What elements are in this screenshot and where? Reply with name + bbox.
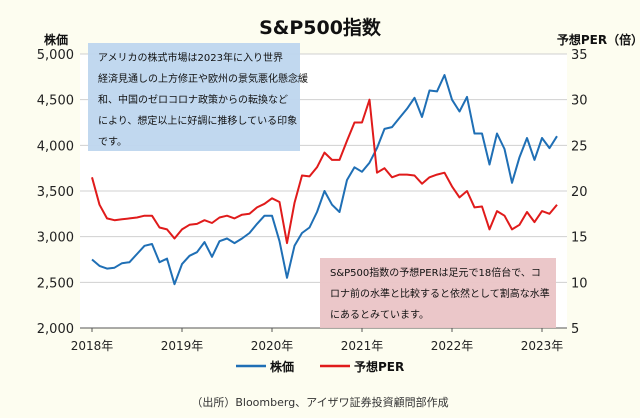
right-tick-label: 35 [571, 48, 588, 63]
x-tick-label: 2021年 [341, 339, 384, 353]
right-tick-label: 30 [571, 94, 588, 109]
x-tick-label: 2023年 [521, 339, 564, 353]
left-tick-label: 3,000 [37, 231, 74, 246]
chart-svg: 2,000 2,500 3,000 3,500 4,000 4,500 5,000 5 10 15… [37, 16, 640, 374]
left-tick-label: 5,000 [37, 48, 74, 63]
legend-label-per: 予想PER [354, 359, 404, 374]
right-axis-label: 予想PER（倍） [557, 32, 640, 47]
left-tick-label: 3,500 [37, 185, 74, 200]
annotation-per-box [320, 258, 556, 328]
left-tick-label: 4,000 [37, 139, 74, 154]
annotation-us-market-text: アメリカの株式市場は2023年に入り世界経済見通しの上方修正や欧州の景気悪化懸念… [98, 51, 308, 148]
source-note: （出所）Bloomberg、アイザワ証券投資顧問部作成 [191, 396, 449, 409]
series-line-price [91, 74, 558, 286]
x-tick-label: 2019年 [161, 339, 204, 353]
x-tick-label: 2018年 [71, 339, 114, 353]
x-tick-label: 2022年 [431, 339, 474, 353]
left-axis-label: 株価 [44, 32, 68, 47]
right-tick-label: 15 [571, 231, 588, 246]
x-tick-label: 2020年 [251, 339, 294, 353]
right-tick-label: 25 [571, 139, 588, 154]
annotation-us-market-box [88, 43, 300, 151]
left-tick-label: 2,500 [37, 276, 74, 291]
right-tick-label: 5 [571, 322, 579, 337]
right-tick-label: 10 [571, 276, 588, 291]
legend-label-price: 株価 [270, 359, 294, 374]
chart-title: S&P500指数 [259, 16, 382, 39]
annotation-per-text: S&P500指数の予想PERは足元で18倍台で、コロナ前の水準と比較すると依然と… [330, 266, 550, 321]
left-tick-label: 4,500 [37, 94, 74, 109]
right-tick-label: 20 [571, 185, 588, 200]
series-line-per [91, 98, 558, 245]
left-tick-label: 2,000 [37, 322, 74, 337]
